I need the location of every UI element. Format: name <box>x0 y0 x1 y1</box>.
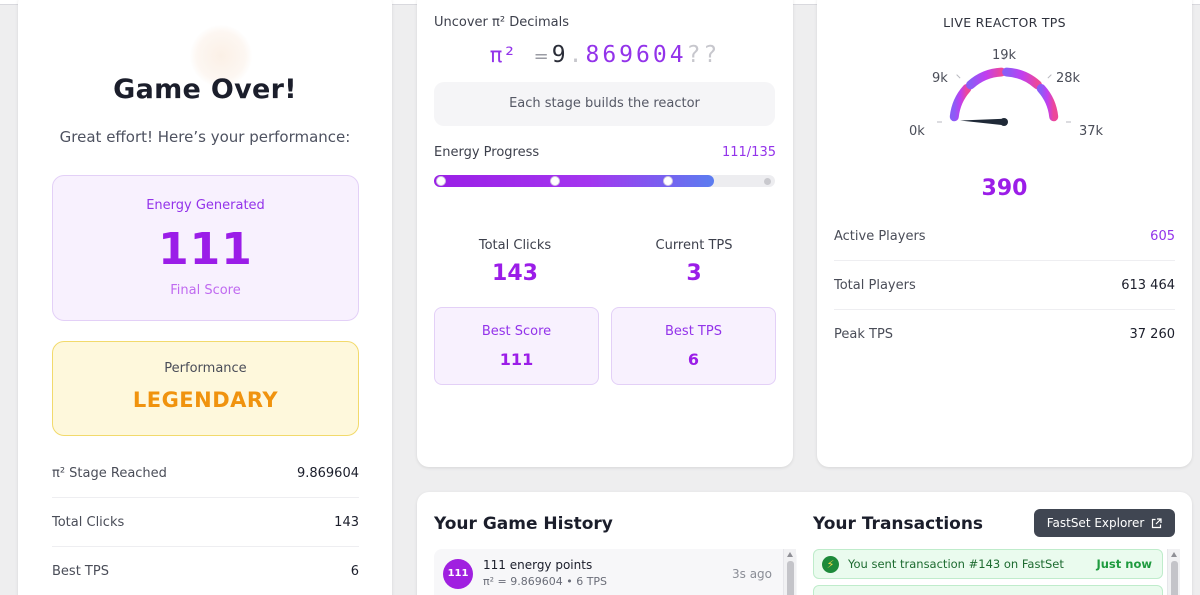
history-item-title: 111 energy points <box>483 558 593 572</box>
stat-label: π² Stage Reached <box>52 465 167 481</box>
gauge-arc-segment <box>966 67 1006 90</box>
builds-reactor-hint: Each stage builds the reactor <box>434 82 775 126</box>
total-players-label: Total Players <box>834 277 916 293</box>
energy-generated-label: Energy Generated <box>146 198 265 213</box>
pi-equals: = <box>533 46 552 67</box>
trophy-icon <box>190 25 252 87</box>
pi-symbol: π² <box>489 43 517 67</box>
progress-end-marker <box>764 178 771 185</box>
gauge-tick-4: 37k <box>1079 124 1104 139</box>
stat-row-best-tps: Best TPS 6 <box>52 547 359 595</box>
live-tps-card: LIVE REACTOR TPS 0k 9k 19k 28k 37k 390 A… <box>817 0 1192 467</box>
external-link-icon <box>1152 517 1162 528</box>
gauge-hub <box>1000 118 1008 126</box>
total-clicks-label: Total Clicks <box>478 238 552 253</box>
gauge-tick-mark <box>956 74 961 79</box>
stat-value: 143 <box>334 514 359 530</box>
game-over-title: Game Over! <box>113 74 297 105</box>
stat-value: 6 <box>350 564 359 579</box>
scrollbar-thumb[interactable] <box>787 561 794 595</box>
current-tps-stat: Current TPS 3 <box>614 238 774 286</box>
gauge-needle <box>960 118 1005 126</box>
transactions-scrollbar[interactable] <box>1167 549 1180 595</box>
gauge-arc-segment <box>1002 67 1042 90</box>
history-transactions-card: Your Game History 111 111 energy points … <box>417 492 1192 595</box>
transactions-title: Your Transactions <box>813 514 984 534</box>
total-players-row: Total Players 613 464 <box>834 261 1175 310</box>
stat-row-stage: π² Stage Reached 9.869604 <box>52 449 359 498</box>
performance-subtitle: Great effort! Here’s your performance: <box>59 128 351 146</box>
performance-box: Performance LEGENDARY <box>52 341 359 436</box>
energy-progress-fill <box>434 175 715 187</box>
gauge-arc-segment <box>949 84 972 122</box>
stat-label: Total Clicks <box>52 514 125 530</box>
stat-value: 9.869604 <box>296 465 359 481</box>
transaction-text: You sent transaction #143 on FastSet <box>848 557 1064 571</box>
pi-squared-display: π² =9.869604?? <box>417 42 793 68</box>
fastset-explorer-label: FastSet Explorer <box>1046 516 1145 530</box>
total-clicks-value: 143 <box>492 261 538 286</box>
active-players-row: Active Players 605 <box>834 212 1175 261</box>
game-summary-card: Game Over! Great effort! Here’s your per… <box>18 0 392 595</box>
pi-integer: 9 <box>551 42 569 68</box>
pi-unknown: ?? <box>686 42 721 68</box>
best-score-box: Best Score 111 <box>434 307 599 385</box>
energy-progress-value: 111/135 <box>721 145 776 160</box>
transaction-item[interactable]: ⚡ You sent transaction #143 on FastSet J… <box>813 549 1163 579</box>
energy-progress-label: Energy Progress <box>434 145 540 160</box>
stat-label: Best TPS <box>52 564 109 579</box>
lightning-icon: ⚡ <box>822 556 839 573</box>
history-item-time: 3s ago <box>732 567 773 581</box>
fastset-explorer-button[interactable]: FastSet Explorer <box>1034 509 1175 537</box>
progress-stage-marker <box>663 176 674 186</box>
performance-label: Performance <box>164 361 247 376</box>
final-score-label: Final Score <box>170 283 241 298</box>
history-item-details: π² = 9.869604 • 6 TPS <box>483 575 608 588</box>
gauge-tick-1: 9k <box>932 71 948 86</box>
energy-generated-value: 111 <box>158 224 253 275</box>
transaction-item-partial <box>813 585 1163 595</box>
scroll-up-icon[interactable] <box>1171 552 1177 557</box>
gauge-tick-mark <box>1047 74 1052 79</box>
tps-gauge <box>937 55 1071 126</box>
progress-stage-marker <box>436 176 446 186</box>
total-players-value: 613 464 <box>1121 277 1175 293</box>
live-tps-title: LIVE REACTOR TPS <box>943 15 1066 30</box>
peak-tps-row: Peak TPS 37 260 <box>834 310 1175 359</box>
peak-tps-label: Peak TPS <box>834 327 894 342</box>
pi-decimals: 869604 <box>585 42 687 68</box>
scroll-up-icon[interactable] <box>787 552 793 557</box>
history-score-badge: 111 <box>443 559 473 589</box>
pi-dot: . <box>568 42 586 68</box>
live-tps-value: 390 <box>981 176 1028 201</box>
active-players-label: Active Players <box>834 228 926 244</box>
performance-value: LEGENDARY <box>132 388 279 412</box>
history-scrollbar[interactable] <box>783 549 796 595</box>
history-item[interactable]: 111 111 energy points π² = 9.869604 • 6 … <box>434 549 797 595</box>
best-score-value: 111 <box>499 350 534 369</box>
energy-progress-bar <box>434 175 775 187</box>
transaction-time: Just now <box>1096 557 1152 571</box>
best-tps-box: Best TPS 6 <box>611 307 776 385</box>
reactor-card: Uncover π² Decimals π² =9.869604?? Each … <box>417 0 793 467</box>
best-score-label: Best Score <box>481 324 552 339</box>
energy-generated-box: Energy Generated 111 Final Score <box>52 175 359 321</box>
stat-row-clicks: Total Clicks 143 <box>52 498 359 547</box>
gauge-tick-2: 19k <box>992 48 1017 63</box>
scrollbar-thumb[interactable] <box>1171 561 1178 595</box>
gauge-tick-0: 0k <box>909 124 925 139</box>
game-history-title: Your Game History <box>434 514 613 534</box>
gauge-tick-3: 28k <box>1056 71 1081 86</box>
active-players-value: 605 <box>1150 228 1175 244</box>
gauge-arc-segment <box>1036 84 1059 122</box>
best-tps-label: Best TPS <box>665 324 722 339</box>
best-tps-value: 6 <box>687 350 700 369</box>
peak-tps-value: 37 260 <box>1129 327 1176 342</box>
current-tps-value: 3 <box>686 261 702 286</box>
progress-stage-marker <box>549 176 560 186</box>
current-tps-label: Current TPS <box>655 238 733 253</box>
total-clicks-stat: Total Clicks 143 <box>435 238 595 286</box>
uncover-title: Uncover π² Decimals <box>434 15 569 30</box>
